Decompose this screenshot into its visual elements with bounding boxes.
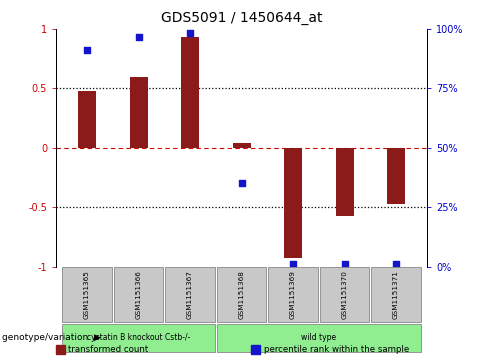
Bar	[165, 266, 215, 322]
Bar	[284, 148, 302, 258]
Text: percentile rank within the sample: percentile rank within the sample	[264, 345, 409, 354]
Text: GSM1151371: GSM1151371	[393, 270, 399, 319]
Bar	[114, 266, 163, 322]
Bar	[217, 324, 421, 352]
Bar	[268, 266, 318, 322]
Text: cystatin B knockout Cstb-/-: cystatin B knockout Cstb-/-	[87, 334, 190, 343]
Point	[186, 30, 194, 36]
Text: GSM1151366: GSM1151366	[136, 270, 142, 319]
Bar	[320, 266, 369, 322]
Text: genotype/variation  ▶: genotype/variation ▶	[2, 334, 102, 343]
Point	[289, 261, 297, 267]
Bar	[78, 91, 96, 148]
Point	[83, 48, 91, 53]
Bar	[387, 148, 405, 204]
Point	[135, 34, 142, 40]
Bar	[233, 143, 250, 148]
Bar	[62, 324, 215, 352]
Text: GSM1151367: GSM1151367	[187, 270, 193, 319]
Text: GSM1151368: GSM1151368	[239, 270, 244, 319]
Point	[238, 180, 245, 186]
Bar	[62, 266, 112, 322]
Point	[341, 261, 348, 267]
Bar	[217, 266, 266, 322]
Title: GDS5091 / 1450644_at: GDS5091 / 1450644_at	[161, 11, 322, 25]
Bar	[129, 77, 147, 148]
Bar	[336, 148, 354, 216]
Text: transformed count: transformed count	[68, 345, 148, 354]
Text: GSM1151365: GSM1151365	[84, 270, 90, 319]
Bar	[371, 266, 421, 322]
Point	[392, 261, 400, 267]
Text: GSM1151370: GSM1151370	[342, 270, 347, 319]
Text: wild type: wild type	[301, 334, 336, 343]
Text: GSM1151369: GSM1151369	[290, 270, 296, 319]
Bar	[181, 37, 199, 148]
